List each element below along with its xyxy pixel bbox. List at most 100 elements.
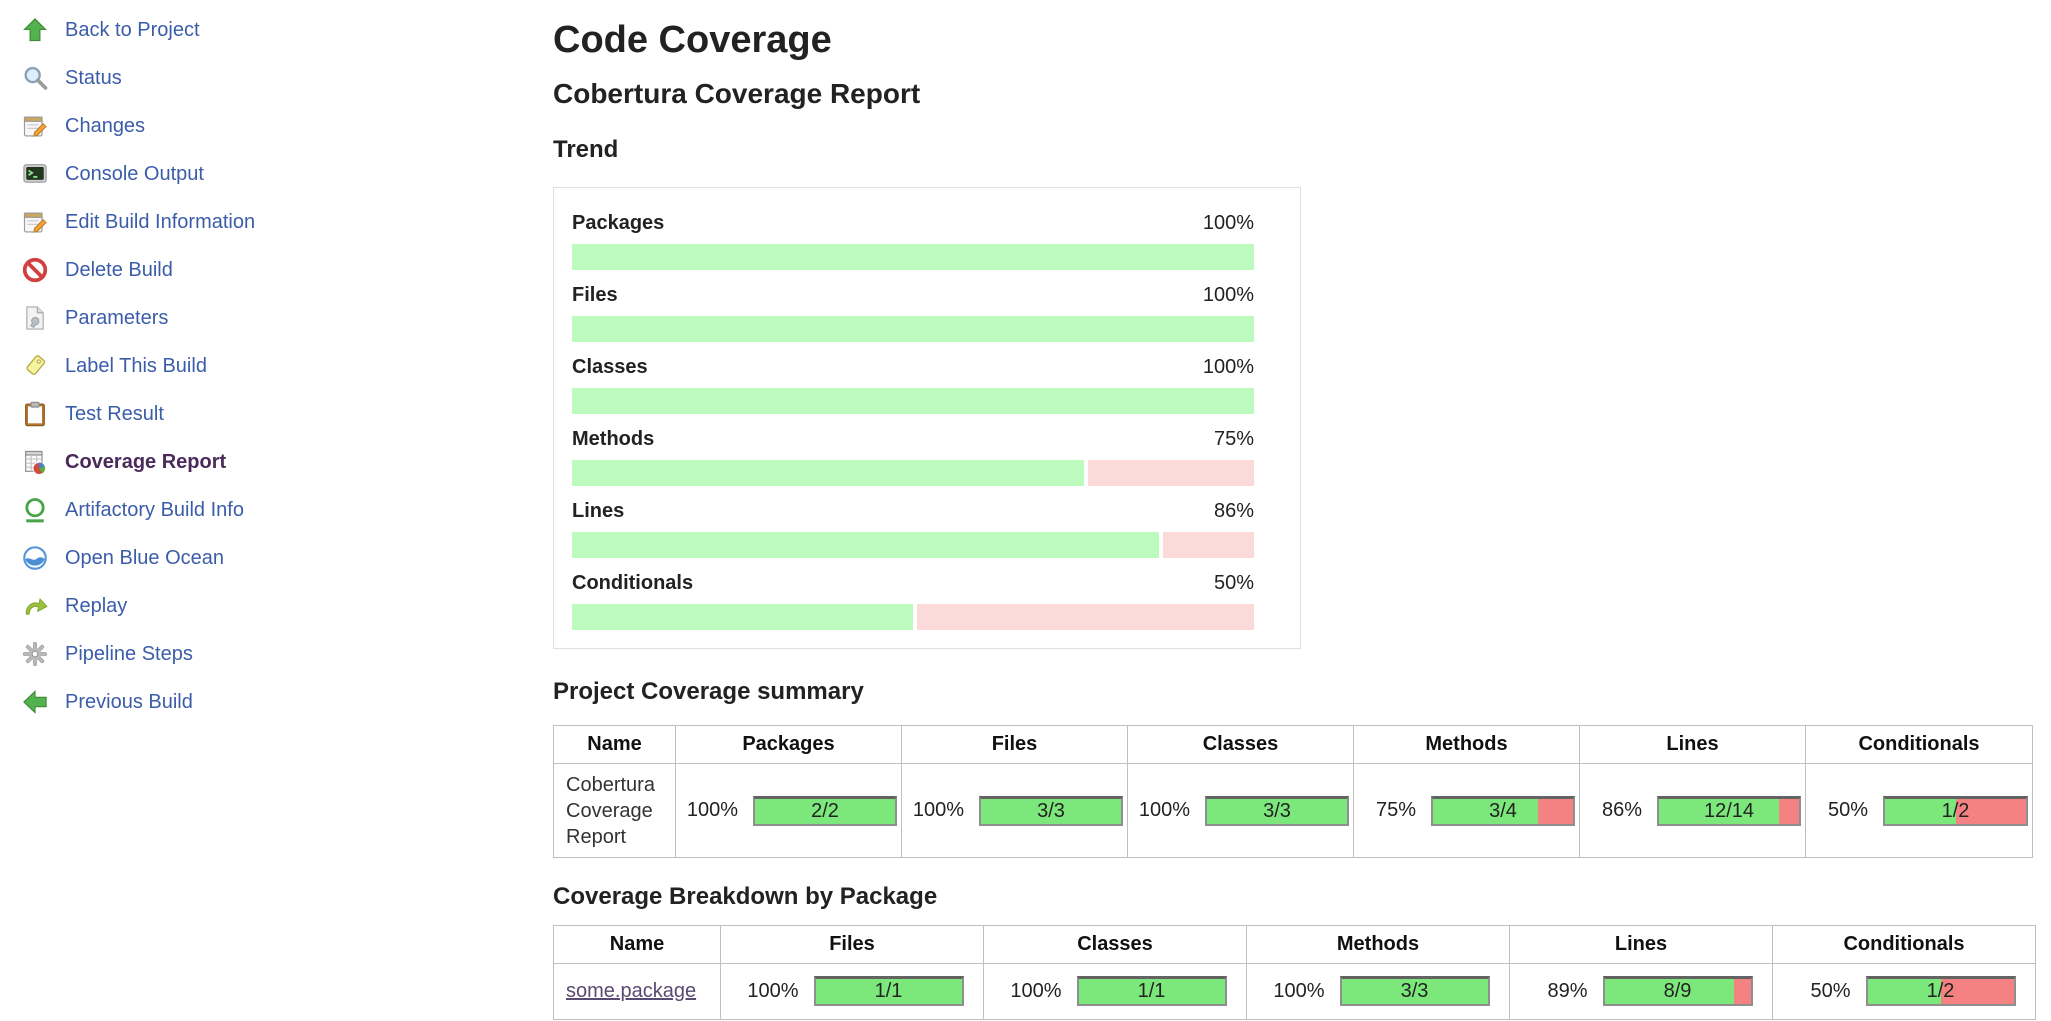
breakdown-col-files: Files (720, 924, 984, 964)
summary-col-conditionals: Conditionals (1805, 725, 2033, 765)
coverage-ratio: 1/1 (1137, 980, 1166, 1003)
coverage-bar: 8/9 (1602, 976, 1753, 1007)
summary-col-packages: Packages (675, 725, 902, 765)
breakdown-cell-conditionals: 50% 1/2 (1772, 962, 2036, 1020)
sidebar-item-label: Parameters (65, 306, 169, 329)
sidebar-item-label: Artifactory Build Info (65, 498, 244, 521)
prohibition-icon (20, 255, 50, 285)
trend-metric-percent: 50% (1213, 571, 1254, 594)
magnifier-icon (20, 63, 50, 93)
summary-col-classes: Classes (1127, 725, 1354, 765)
coverage-bar-covered (755, 798, 895, 824)
coverage-percent: 100% (912, 799, 964, 822)
coverage-bar-covered (1433, 798, 1538, 824)
breakdown-header-row: Name Files Classes Methods Lines Conditi… (553, 924, 2036, 964)
coverage-bar-covered (1078, 979, 1225, 1005)
sidebar-item-status[interactable]: Status (0, 54, 440, 102)
sidebar-item-open-blue-ocean[interactable]: Open Blue Ocean (0, 534, 440, 582)
sidebar-item-back-to-project[interactable]: Back to Project (0, 6, 440, 54)
coverage-bar: 1/1 (813, 976, 964, 1007)
sidebar-item-test-result[interactable]: Test Result (0, 390, 440, 438)
coverage-ratio: 12/14 (1703, 799, 1755, 822)
trend-panel: Packages 100% Files 100% (553, 186, 1301, 649)
sidebar-item-artifactory-build-info[interactable]: Artifactory Build Info (0, 486, 440, 534)
coverage-ratio: 3/3 (1400, 980, 1429, 1003)
summary-col-lines: Lines (1579, 725, 1806, 765)
sidebar-item-label: Label This Build (65, 354, 207, 377)
coverage-bar-covered (1885, 798, 1956, 824)
sidebar-item-parameters[interactable]: Parameters (0, 294, 440, 342)
summary-cell-lines: 86% 12/14 (1579, 763, 1806, 859)
coverage-bar: 3/3 (1339, 976, 1490, 1007)
coverage-breakdown-table: Name Files Classes Methods Lines Conditi… (553, 924, 2036, 1020)
sidebar: Back to Project Status Changes Console O… (0, 6, 440, 726)
trend-bar-uncovered (1087, 459, 1254, 486)
trend-bar (572, 243, 1254, 270)
blue-ocean-icon (20, 543, 50, 573)
coverage-bar-covered (1659, 798, 1780, 824)
trend-row-methods: Methods 75% (572, 428, 1254, 486)
sidebar-item-edit-build-information[interactable]: Edit Build Information (0, 198, 440, 246)
sidebar-item-label: Back to Project (65, 18, 200, 41)
sidebar-item-console-output[interactable]: Console Output (0, 150, 440, 198)
sidebar-item-label: Test Result (65, 402, 164, 425)
trend-metric-label: Packages (572, 211, 665, 234)
summary-cell-packages: 100% 2/2 (675, 763, 902, 859)
breakdown-heading: Coverage Breakdown by Package (553, 883, 938, 911)
terminal-icon (20, 159, 50, 189)
clipboard-icon (20, 399, 50, 429)
trend-row-conditionals: Conditionals 50% (572, 572, 1254, 630)
sidebar-item-replay[interactable]: Replay (0, 582, 440, 630)
sidebar-item-delete-build[interactable]: Delete Build (0, 246, 440, 294)
coverage-bar-covered (1867, 979, 1941, 1005)
package-link[interactable]: some.package (566, 980, 697, 1003)
page-title: Code Coverage (553, 19, 832, 61)
trend-heading: Trend (553, 135, 619, 163)
sidebar-item-coverage-report[interactable]: Coverage Report (0, 438, 440, 486)
up-arrow-icon (20, 15, 50, 45)
document-wrench-icon (20, 303, 50, 333)
project-coverage-summary-table: Name Packages Files Classes Methods Line… (553, 725, 2033, 859)
trend-metric-label: Conditionals (572, 571, 694, 594)
coverage-bar: 1/1 (1076, 976, 1227, 1007)
summary-data-row: Cobertura Coverage Report 100% 2/2 100% (553, 763, 2033, 859)
sidebar-item-label-this-build[interactable]: Label This Build (0, 342, 440, 390)
breakdown-col-name: Name (553, 924, 721, 964)
trend-row-packages: Packages 100% (572, 212, 1254, 270)
trend-metric-percent: 100% (1202, 355, 1254, 378)
spreadsheet-pie-icon (20, 447, 50, 477)
coverage-bar: 3/4 (1431, 795, 1575, 826)
coverage-percent: 100% (1010, 979, 1062, 1002)
coverage-percent: 100% (1138, 799, 1190, 822)
coverage-percent: 50% (1827, 799, 1868, 822)
trend-metric-label: Lines (572, 499, 625, 522)
tag-icon (20, 351, 50, 381)
trend-bar-covered (572, 531, 1159, 558)
sidebar-item-label: Replay (65, 594, 128, 617)
sidebar-item-previous-build[interactable]: Previous Build (0, 678, 440, 726)
coverage-bar: 12/14 (1657, 795, 1801, 826)
sidebar-item-pipeline-steps[interactable]: Pipeline Steps (0, 630, 440, 678)
trend-bar-covered (572, 315, 1254, 342)
coverage-bar-covered (981, 798, 1121, 824)
trend-row-files: Files 100% (572, 284, 1254, 342)
summary-row-name: Cobertura Coverage Report (553, 763, 676, 859)
trend-bar (572, 531, 1254, 558)
trend-bar-covered (572, 243, 1254, 270)
trend-bar-uncovered (917, 603, 1254, 630)
sidebar-item-label: Coverage Report (65, 450, 227, 473)
summary-col-name: Name (553, 725, 676, 765)
breakdown-row-name: some.package (553, 962, 721, 1020)
coverage-bar: 1/2 (1865, 976, 2016, 1007)
trend-bar (572, 459, 1254, 486)
coverage-percent: 89% (1547, 979, 1588, 1002)
green-circle-icon (20, 495, 50, 525)
coverage-bar-covered (815, 979, 962, 1005)
sidebar-item-changes[interactable]: Changes (0, 102, 440, 150)
sidebar-item-label: Status (65, 66, 122, 89)
summary-col-methods: Methods (1353, 725, 1580, 765)
coverage-ratio: 1/2 (1941, 799, 1970, 822)
coverage-bar: 1/2 (1883, 795, 2028, 826)
coverage-ratio: 1/2 (1926, 980, 1955, 1003)
